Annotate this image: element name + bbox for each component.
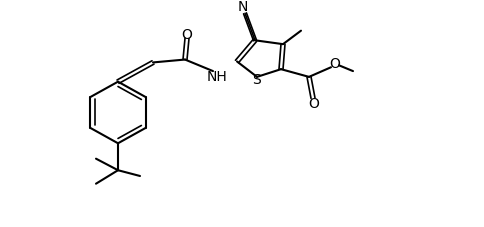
Text: O: O — [329, 57, 340, 71]
Text: O: O — [181, 27, 192, 42]
Text: N: N — [237, 0, 248, 14]
Text: NH: NH — [206, 70, 227, 84]
Text: S: S — [252, 73, 261, 87]
Text: O: O — [308, 97, 319, 111]
